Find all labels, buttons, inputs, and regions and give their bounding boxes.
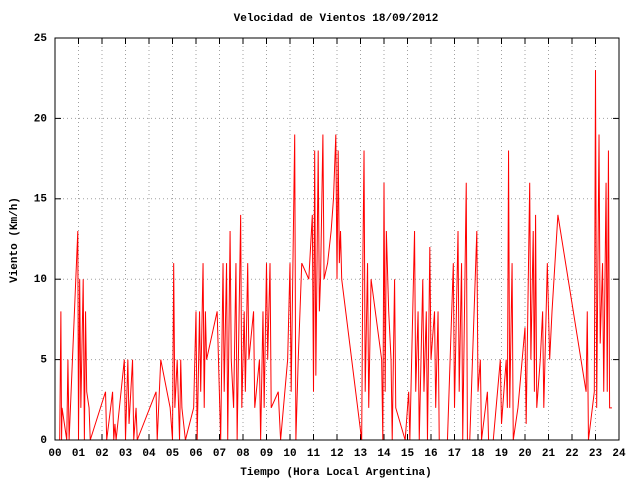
y-tick-label: 15 bbox=[34, 194, 48, 206]
data-line bbox=[59, 70, 612, 441]
x-tick-label: 04 bbox=[142, 448, 156, 460]
x-tick-label: 00 bbox=[48, 448, 61, 460]
x-tick-label: 05 bbox=[166, 448, 180, 460]
x-tick-label: 13 bbox=[354, 448, 368, 460]
x-tick-label: 10 bbox=[283, 448, 296, 460]
x-tick-label: 14 bbox=[377, 448, 391, 460]
x-tick-label: 21 bbox=[542, 448, 556, 460]
x-tick-label: 16 bbox=[424, 448, 437, 460]
x-tick-label: 06 bbox=[189, 448, 202, 460]
plot-frame bbox=[54, 37, 620, 441]
y-tick-label: 5 bbox=[40, 355, 47, 367]
x-tick-label: 01 bbox=[72, 448, 86, 460]
chart-title: Velocidad de Vientos 18/09/2012 bbox=[234, 13, 439, 25]
x-tick-label: 02 bbox=[95, 448, 108, 460]
x-tick-label: 23 bbox=[589, 448, 603, 460]
x-tick-label: 24 bbox=[612, 448, 626, 460]
x-tick-label: 22 bbox=[565, 448, 578, 460]
y-tick-label: 25 bbox=[34, 33, 48, 45]
y-axis-label: Viento (Km/h) bbox=[9, 197, 21, 283]
x-tick-label: 15 bbox=[401, 448, 415, 460]
x-tick-label: 03 bbox=[119, 448, 133, 460]
x-tick-label: 19 bbox=[495, 448, 508, 460]
x-tick-label: 11 bbox=[307, 448, 321, 460]
x-tick-label: 09 bbox=[260, 448, 273, 460]
x-tick-label: 18 bbox=[471, 448, 485, 460]
x-axis-label: Tiempo (Hora Local Argentina) bbox=[240, 467, 431, 479]
y-tick-label: 20 bbox=[34, 113, 47, 125]
x-tick-label: 12 bbox=[330, 448, 343, 460]
x-tick-label: 08 bbox=[236, 448, 250, 460]
x-tick-label: 07 bbox=[213, 448, 226, 460]
x-tick-label: 17 bbox=[448, 448, 461, 460]
y-tick-label: 10 bbox=[34, 274, 47, 286]
y-tick-label: 0 bbox=[40, 435, 47, 447]
x-tick-label: 20 bbox=[518, 448, 531, 460]
